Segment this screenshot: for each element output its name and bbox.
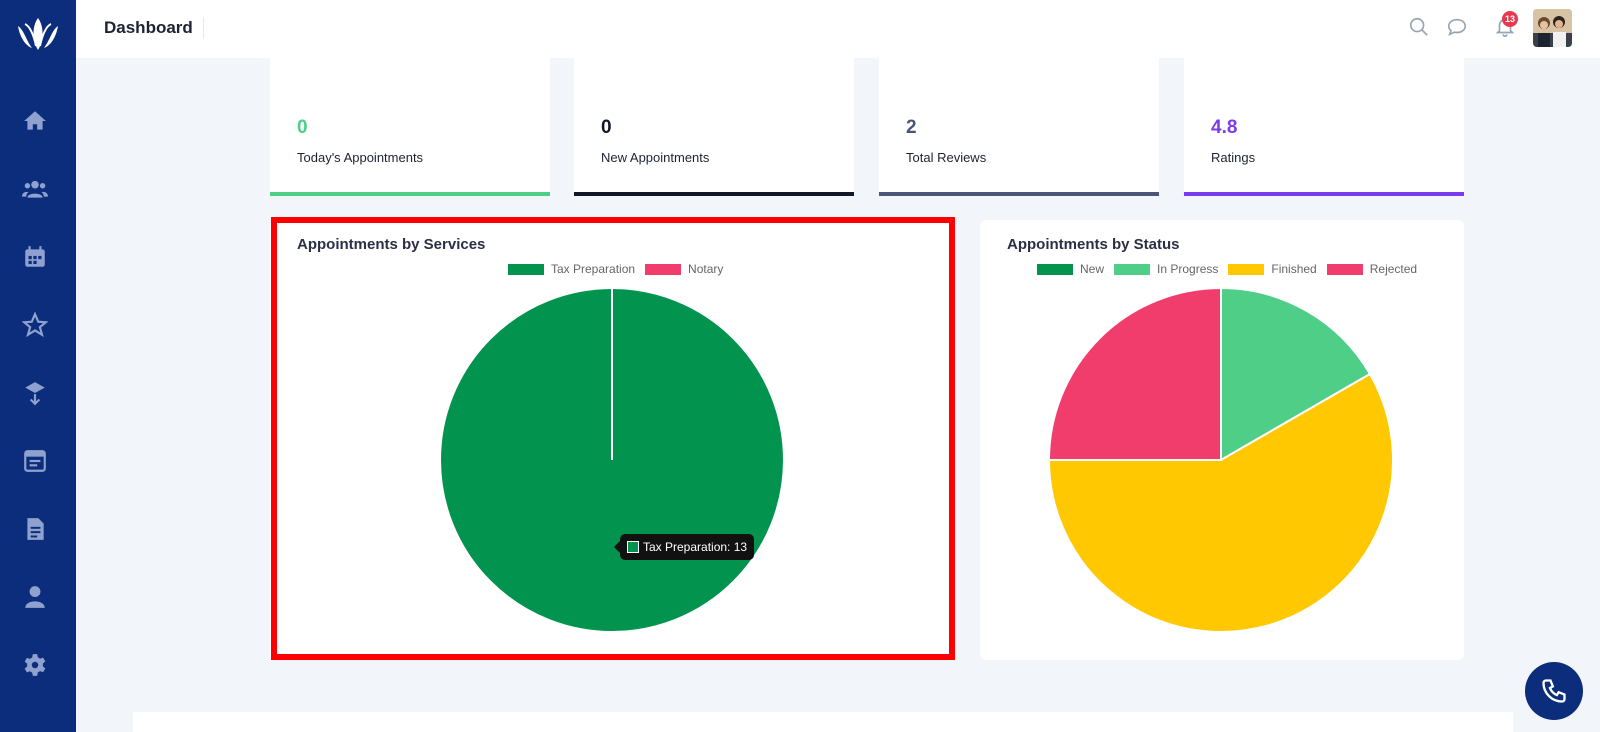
legend-item-in-progress[interactable]: In Progress [1114,262,1218,276]
stat-bar [574,192,854,196]
stat-label: New Appointments [601,150,710,165]
tooltip-swatch [627,541,639,553]
legend-label: Finished [1271,262,1317,276]
document-icon[interactable] [20,514,50,544]
avatar[interactable] [1533,9,1572,47]
user-icon[interactable] [20,582,50,612]
tooltip-text: Tax Preparation: 13 [643,540,748,554]
legend-swatch [1037,263,1073,275]
stat-bar [270,192,550,196]
legend-label: Tax Preparation [551,262,636,276]
services-legend: Tax Preparation Notary [508,262,723,276]
legend-label: Rejected [1369,262,1418,276]
stat-value: 4.8 [1211,117,1238,138]
stat-label: Total Reviews [906,150,987,165]
stat-label: Today's Appointments [297,150,424,165]
phone-icon [1542,679,1566,703]
chart-title: Appointments by Status [1007,236,1180,253]
stat-card-ratings: 4.8 Ratings [1184,58,1464,196]
legend-item-finished[interactable]: Finished [1228,262,1317,276]
legend-item-tax-preparation[interactable]: Tax Preparation [508,262,635,276]
chart-tooltip: Tax Preparation: 13 [613,534,755,560]
legend-swatch [1114,263,1151,275]
notification-badge: 13 [1502,11,1518,27]
legend-label: Notary [688,262,724,276]
gear-icon[interactable] [20,650,50,680]
call-button[interactable] [1525,662,1583,720]
legend-swatch [1326,263,1363,275]
legend-swatch [645,263,682,275]
page-title: Dashboard [104,17,204,39]
pie-slice-rejected[interactable] [1047,286,1222,461]
legend-label: In Progress [1157,262,1219,276]
star-icon[interactable] [20,310,50,340]
pie-slice-finished[interactable] [1047,372,1394,633]
calendar-list-icon[interactable] [20,446,50,476]
bottom-panel [133,712,1513,732]
brand-logo[interactable] [14,14,62,54]
stat-card-new-appointments: 0 New Appointments [574,58,854,196]
stat-value: 2 [906,117,917,138]
stat-value: 0 [297,117,308,138]
pie-slice-in-progress[interactable] [1220,286,1372,462]
stat-value: 0 [601,117,612,138]
legend-swatch [508,263,544,275]
stat-bar [1184,192,1464,196]
home-icon[interactable] [20,106,50,136]
top-header: Dashboard [76,0,1600,58]
chart-title: Appointments by Services [297,236,486,253]
stat-card-total-reviews: 2 Total Reviews [879,58,1159,196]
legend-item-new[interactable]: New [1037,262,1104,276]
legend-item-notary[interactable]: Notary [645,262,723,276]
stat-label: Ratings [1211,150,1256,165]
status-pie-chart[interactable] [1045,284,1397,636]
legend-swatch [1228,263,1265,275]
box-icon[interactable] [20,378,50,408]
stat-bar [879,192,1159,196]
legend-label: New [1080,262,1105,276]
search-icon[interactable] [1408,16,1432,40]
chat-icon[interactable] [1446,16,1470,40]
legend-item-rejected[interactable]: Rejected [1326,262,1418,276]
status-legend: New In Progress Finished Rejected [1037,262,1417,276]
stat-card-todays-appointments: 0 Today's Appointments [270,58,550,196]
calendar-icon[interactable] [20,242,50,272]
services-pie-chart[interactable] [436,284,788,636]
users-icon[interactable] [20,174,50,204]
sidebar [0,0,76,732]
